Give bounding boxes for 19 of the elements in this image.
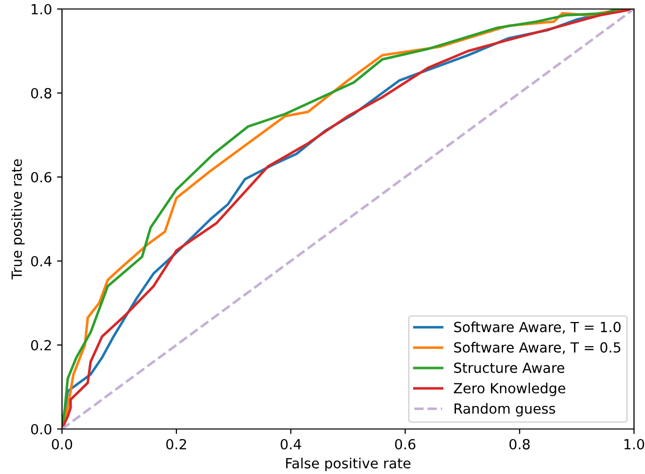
y-tick-label: 0.6 <box>31 172 52 182</box>
y-axis-title: True positive rate <box>11 159 25 280</box>
legend-label: Structure Aware <box>454 362 564 374</box>
y-tick-label: 1.0 <box>32 4 52 14</box>
legend-label: Random guess <box>454 403 556 416</box>
y-tick-label: 0.2 <box>31 340 51 350</box>
legend-label: Software Aware, T = 0.5 <box>454 342 620 354</box>
y-tick-label: 0.8 <box>31 88 52 98</box>
legend-label: Software Aware, T = 1.0 <box>454 322 621 334</box>
x-tick-label: 0.2 <box>166 438 186 450</box>
x-tick-label: 0.0 <box>52 438 72 450</box>
y-tick-label: 0.4 <box>31 256 52 266</box>
y-tick-label: 0.0 <box>31 424 52 434</box>
x-axis-title: False positive rate <box>286 458 410 472</box>
x-tick-label: 1.0 <box>624 438 644 450</box>
x-tick-label: 0.8 <box>509 438 530 450</box>
x-tick-label: 0.4 <box>280 438 302 450</box>
legend-label: Zero Knowledge <box>454 382 566 396</box>
x-tick-label: 0.6 <box>395 438 416 450</box>
